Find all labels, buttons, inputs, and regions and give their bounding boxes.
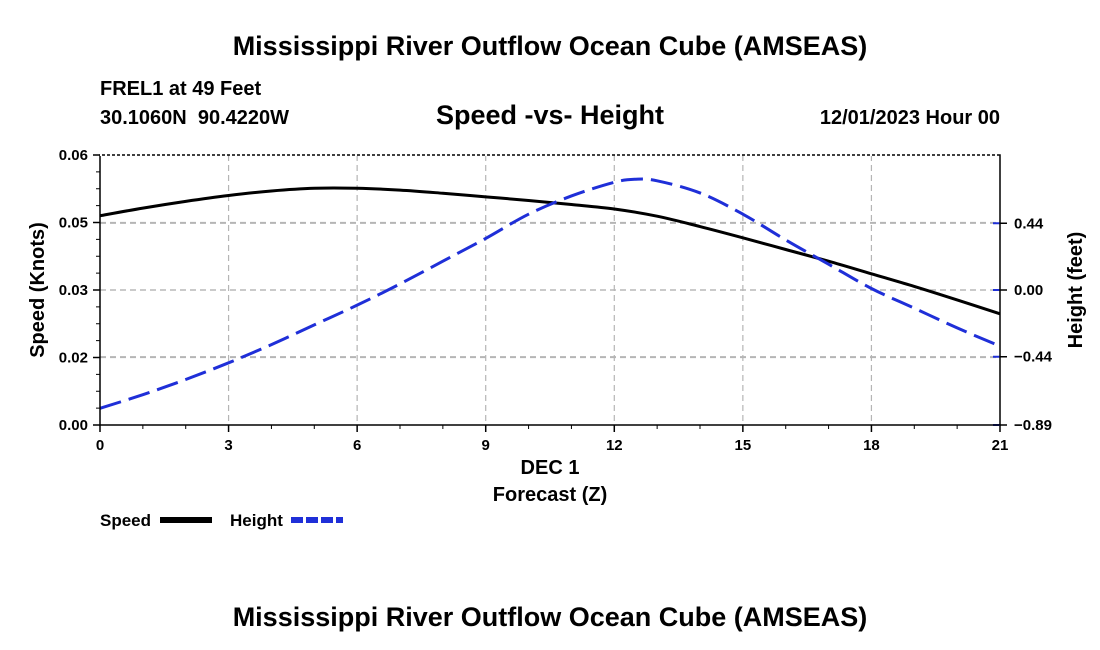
footer-title: Mississippi River Outflow Ocean Cube (AM… xyxy=(233,602,868,632)
x-axis-label: Forecast (Z) xyxy=(493,484,607,506)
y-tick-label: 0.02 xyxy=(59,350,88,367)
legend-height-label: Height xyxy=(230,511,283,530)
y-tick-label: 0.05 xyxy=(59,215,88,232)
series-line-height xyxy=(99,177,1001,410)
y2-tick-label: −0.89 xyxy=(1014,417,1052,434)
x-tick-label: 15 xyxy=(735,437,752,454)
station-coords: 30.1060N 90.4220W xyxy=(100,107,289,129)
chart-title: Speed -vs- Height xyxy=(436,100,664,130)
x-tick-label: 9 xyxy=(482,437,490,454)
x-tick-label: 0 xyxy=(96,437,104,454)
axis-ticks: 0 3 6 9 12 15 18 21 0.00 0.02 0.03 0.05 0.06 −0.89 −0.… xyxy=(59,147,1053,454)
forecast-datetime: 12/01/2023 Hour 00 xyxy=(820,107,1000,129)
legend: Speed Height xyxy=(100,511,343,530)
y2-tick-label: 0.44 xyxy=(1014,215,1044,232)
series-line-speed xyxy=(99,186,1001,316)
x-tick-label: 3 xyxy=(224,437,232,454)
y2-axis-label: Height (feet) xyxy=(1065,232,1087,349)
y-tick-label: 0.06 xyxy=(59,147,88,164)
x-tick-label: 12 xyxy=(606,437,623,454)
page-title: Mississippi River Outflow Ocean Cube (AM… xyxy=(233,31,868,61)
y2-tick-label: −0.44 xyxy=(1014,349,1053,366)
y2-tick-label: 0.00 xyxy=(1014,282,1043,299)
y-axis-label: Speed (Knots) xyxy=(27,222,49,358)
station-name: FREL1 at 49 Feet xyxy=(100,78,262,100)
x-tick-label: 21 xyxy=(992,437,1009,454)
y-tick-label: 0.00 xyxy=(59,417,88,434)
series-lines xyxy=(99,177,1001,410)
legend-speed-label: Speed xyxy=(100,511,151,530)
x-axis-date-label: DEC 1 xyxy=(521,457,580,479)
y-tick-label: 0.03 xyxy=(59,282,88,299)
x-tick-label: 18 xyxy=(863,437,880,454)
x-tick-label: 6 xyxy=(353,437,361,454)
